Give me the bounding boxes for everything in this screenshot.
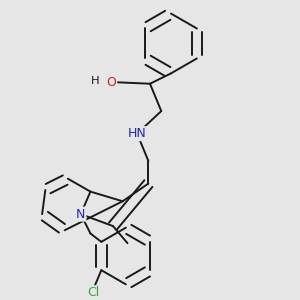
Text: HN: HN <box>128 127 146 140</box>
Text: Cl: Cl <box>87 286 99 299</box>
Text: O: O <box>106 76 116 88</box>
Text: H: H <box>91 76 100 85</box>
Text: N: N <box>76 208 86 220</box>
